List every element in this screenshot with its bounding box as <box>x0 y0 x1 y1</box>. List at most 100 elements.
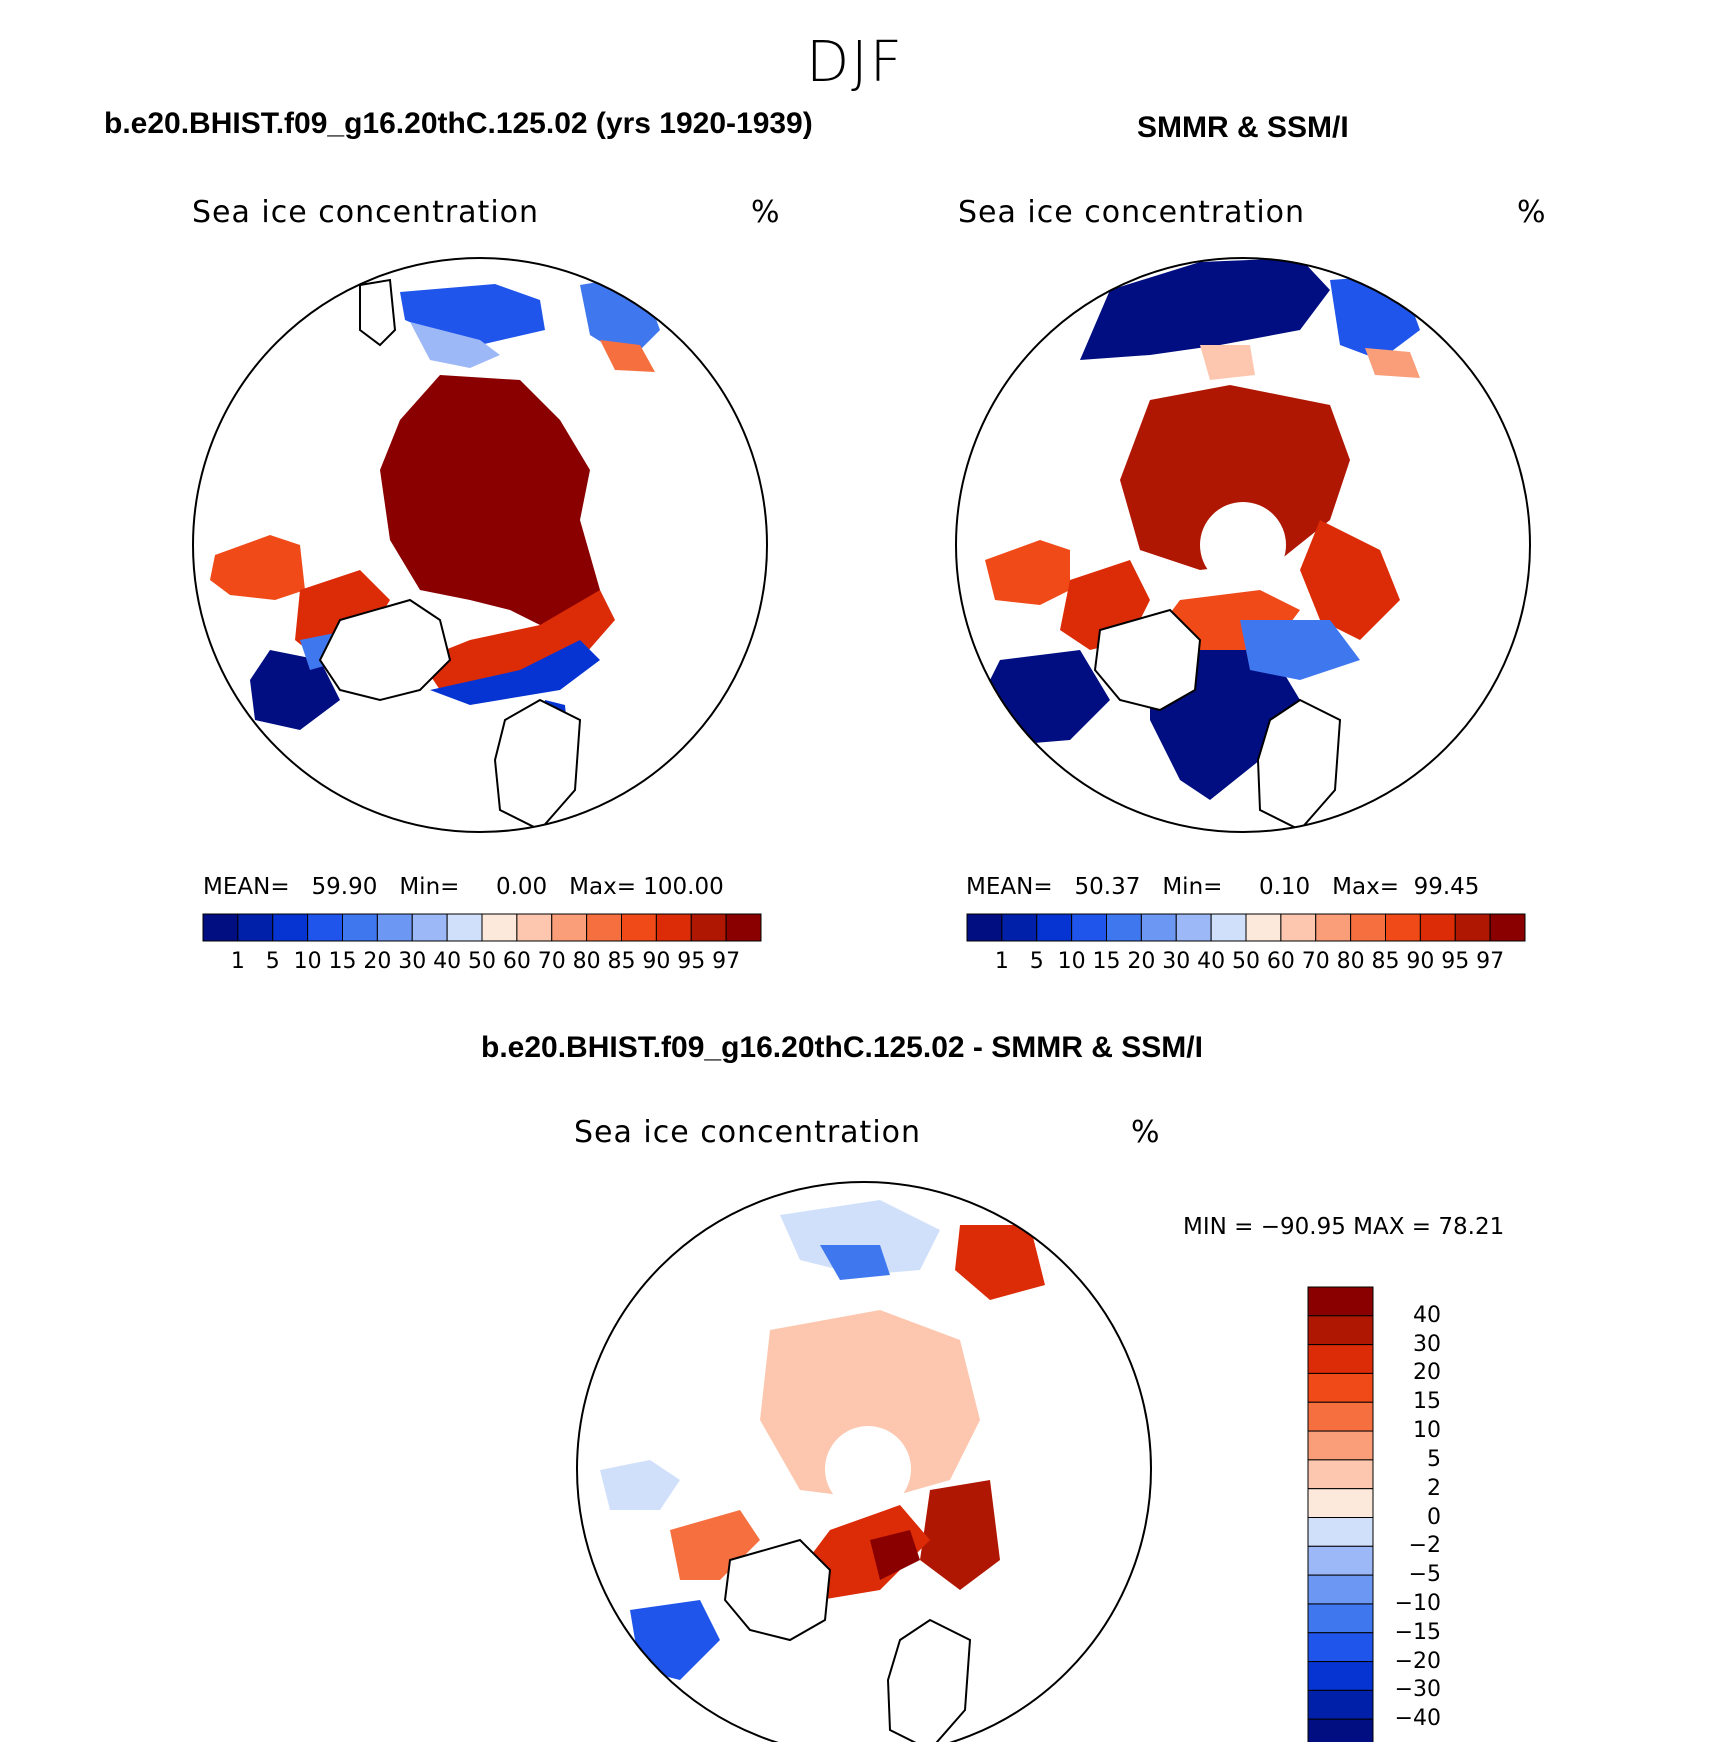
hudson-bay-ice <box>210 535 305 600</box>
diff-colorbar-swatch <box>1307 1632 1374 1663</box>
greenland <box>318 598 452 702</box>
colorbar-tick-label: 70 <box>1301 949 1330 974</box>
colorbar-swatch <box>725 913 762 942</box>
panel1-stats: MEAN= 59.90 Min= 0.00 Max= 100.00 <box>203 874 724 900</box>
colorbar-swatch <box>307 913 343 942</box>
greenland <box>1093 608 1202 712</box>
diff-colorbar-swatch <box>1307 1344 1374 1374</box>
season-title: DJF <box>806 30 904 95</box>
colorbar-swatch <box>481 913 518 942</box>
colorbar-swatch <box>690 913 727 942</box>
colorbar-swatch <box>966 913 1003 942</box>
chukchi-edge <box>1200 345 1255 380</box>
panel1-units-label: % <box>751 195 781 230</box>
diff-colorbar-tick-label: 40 <box>1413 1302 1441 1328</box>
colorbar-tick-label: 95 <box>677 949 706 974</box>
colorbar-swatch <box>446 913 483 942</box>
diff-colorbar-swatch <box>1307 1315 1374 1346</box>
difference-map-border <box>576 1181 1152 1742</box>
panel1-case-title: b.e20.BHIST.f09_g16.20thC.125.02 (yrs 19… <box>104 107 813 140</box>
diff-colorbar-tick-label: −20 <box>1394 1648 1441 1674</box>
diff-colorbar-swatch <box>1307 1718 1374 1742</box>
bering-diff <box>780 1200 940 1275</box>
diff-colorbar-tick-label: −10 <box>1394 1590 1441 1616</box>
colorbar-tick-label: 95 <box>1441 949 1470 974</box>
colorbar-swatch <box>1385 913 1421 942</box>
diff-colorbar-swatch <box>1307 1603 1374 1634</box>
labrador-blue <box>250 650 340 730</box>
colorbar-swatch <box>411 913 448 942</box>
panel1-map-border <box>192 257 768 833</box>
colorbar-tick-label: 40 <box>1197 949 1226 974</box>
east-arctic-ice <box>1300 520 1400 640</box>
panel2-variable-label: Sea ice concentration <box>958 195 1306 230</box>
scandinavia <box>493 698 582 832</box>
bering-diff-blue <box>820 1245 890 1280</box>
colorbar-swatch <box>1350 913 1386 942</box>
panel1-variable-label: Sea ice concentration <box>192 195 540 230</box>
hudson-diff <box>600 1460 680 1510</box>
colorbar-tick-label: 85 <box>607 949 636 974</box>
diff-colorbar-swatch <box>1307 1459 1374 1490</box>
central-arctic-ice <box>380 375 600 640</box>
colorbar-tick-label: 90 <box>642 949 671 974</box>
gin-sea-mid <box>1240 620 1360 680</box>
panel1-map <box>210 275 660 832</box>
colorbar-swatch <box>342 913 378 942</box>
diff-colorbar-tick-label: 2 <box>1427 1475 1441 1501</box>
colorbar-tick-label: 1 <box>994 949 1009 974</box>
barents-diff <box>800 1505 930 1600</box>
colorbar-tick-label: 1 <box>230 949 245 974</box>
colorbar-swatch <box>621 913 657 942</box>
colorbar-swatch <box>516 913 553 942</box>
colorbar-swatch <box>1210 913 1247 942</box>
okhotsk-ice <box>1330 275 1420 360</box>
panel1-colorbar <box>202 913 762 942</box>
panel2-map <box>980 258 1420 832</box>
pole-hole <box>1200 502 1286 588</box>
diff-colorbar-swatch <box>1307 1401 1374 1432</box>
diff-colorbar-swatch <box>1307 1689 1374 1720</box>
colorbar-tick-label: 70 <box>537 949 566 974</box>
colorbar-tick-label: 90 <box>1406 949 1435 974</box>
colorbar-tick-label: 30 <box>1162 949 1191 974</box>
colorbar-swatch <box>1489 913 1526 942</box>
barents-diff-dark <box>870 1530 920 1580</box>
colorbar-swatch <box>1245 913 1282 942</box>
diff-colorbar-swatch <box>1307 1574 1374 1605</box>
bering-ice-edge <box>410 322 500 368</box>
alaska-coast <box>359 278 397 347</box>
colorbar-tick-label: 85 <box>1371 949 1400 974</box>
colorbar-swatch <box>1036 913 1073 942</box>
colorbar-swatch <box>1140 913 1177 942</box>
diff-colorbar-swatch <box>1307 1430 1374 1461</box>
colorbar-swatch <box>376 913 413 942</box>
panel2-stats: MEAN= 50.37 Min= 0.10 Max= 99.45 <box>966 874 1480 900</box>
difference-minmax: MIN = −90.95 MAX = 78.21 <box>1183 1214 1505 1240</box>
colorbar-tick-label: 50 <box>1232 949 1260 974</box>
colorbar-tick-label: 10 <box>293 949 322 974</box>
colorbar-tick-label: 80 <box>1336 949 1365 974</box>
arctic-edge-ice <box>420 590 615 690</box>
labrador-diff <box>630 1600 720 1680</box>
diff-colorbar-tick-label: −30 <box>1394 1677 1441 1703</box>
colorbar-tick-label: 20 <box>363 949 392 974</box>
colorbar-tick-label: 60 <box>502 949 531 974</box>
colorbar-swatch <box>586 913 622 942</box>
colorbar-tick-label: 20 <box>1127 949 1156 974</box>
central-arctic-diff <box>760 1310 980 1500</box>
diff-colorbar-tick-label: 10 <box>1413 1418 1441 1444</box>
diff-colorbar-tick-label: 5 <box>1427 1446 1441 1472</box>
panel2-units-label: % <box>1517 195 1547 230</box>
colorbar-swatch <box>1315 913 1352 942</box>
scandinavia <box>1256 698 1342 832</box>
colorbar-swatch <box>272 913 309 942</box>
diff-colorbar-swatch <box>1307 1286 1374 1317</box>
diff-colorbar-swatch <box>1307 1661 1374 1691</box>
colorbar-swatch <box>202 913 239 942</box>
colorbar-swatch <box>1071 913 1107 942</box>
okhotsk-ice-edge <box>600 340 655 372</box>
diff-colorbar-swatch <box>1307 1488 1374 1518</box>
diff-colorbar-swatch <box>1307 1545 1374 1576</box>
difference-colorbar <box>1307 1286 1374 1742</box>
